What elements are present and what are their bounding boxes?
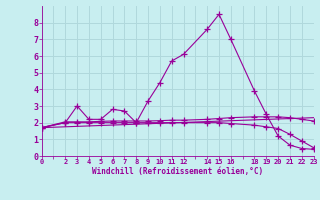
X-axis label: Windchill (Refroidissement éolien,°C): Windchill (Refroidissement éolien,°C) [92, 167, 263, 176]
